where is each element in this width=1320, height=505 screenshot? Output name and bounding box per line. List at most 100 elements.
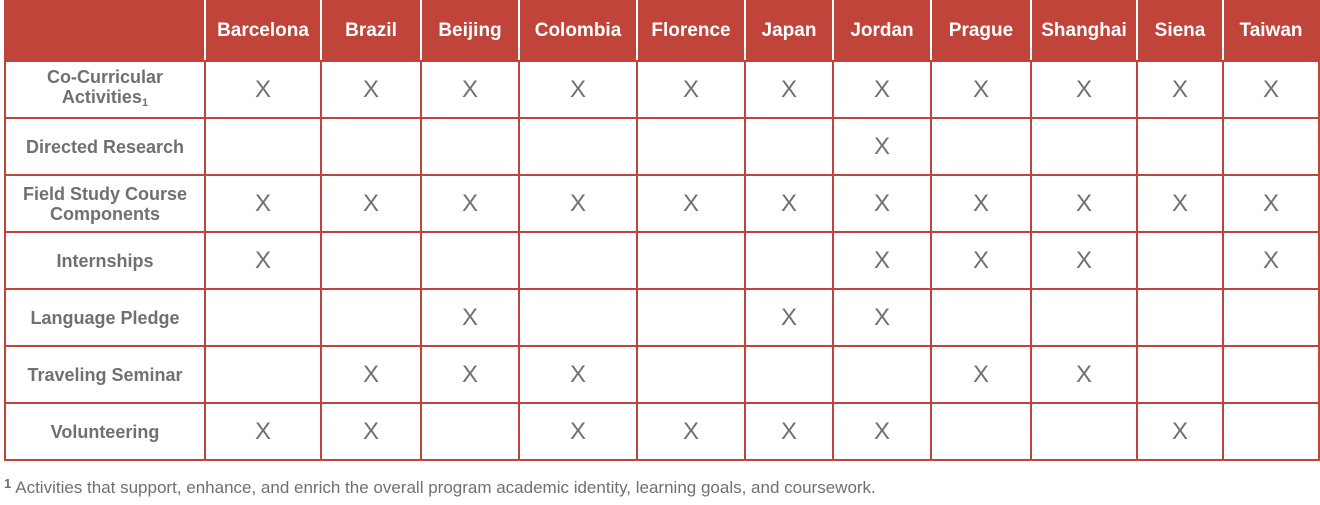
row-label-cell: Internships — [4, 231, 206, 290]
row-label-cell: Co-Curricular Activities1 — [4, 60, 206, 119]
row-label: Co-Curricular Activities — [46, 66, 163, 107]
column-header: Jordan — [832, 0, 932, 62]
activity-mark-cell — [1030, 288, 1138, 347]
activity-mark-cell — [518, 117, 638, 176]
activity-mark-cell — [518, 288, 638, 347]
activity-mark-cell: X — [744, 288, 834, 347]
activity-mark-cell — [1222, 402, 1320, 461]
activity-mark-cell — [930, 288, 1032, 347]
activity-mark-cell — [1222, 345, 1320, 404]
row-label: Language Pledge — [30, 307, 180, 328]
program-activities-table-wrapper: Barcelona Brazil Beijing Colombia Florence Ja… — [4, 0, 1320, 461]
activity-mark-cell — [636, 288, 746, 347]
activity-mark-cell: X — [518, 345, 638, 404]
activity-mark-cell: X — [930, 60, 1032, 119]
activity-mark-cell: X — [636, 60, 746, 119]
table-row: Field Study Course Components X X X X X X X X X X X — [4, 174, 1320, 233]
activity-mark-cell: X — [1136, 60, 1224, 119]
table-row: Co-Curricular Activities1 X X X X X X X X X X X — [4, 60, 1320, 119]
activity-mark-cell: X — [204, 174, 322, 233]
column-header: Beijing — [420, 0, 520, 62]
activity-mark-cell: X — [518, 174, 638, 233]
activity-mark-cell — [420, 117, 520, 176]
activity-mark-cell: X — [1136, 174, 1224, 233]
activity-mark-cell — [744, 345, 834, 404]
activity-mark-cell: X — [320, 402, 422, 461]
column-header: Shanghai — [1030, 0, 1138, 62]
activity-mark-cell — [420, 231, 520, 290]
activity-mark-cell: X — [744, 402, 834, 461]
row-label: Traveling Seminar — [27, 364, 183, 385]
row-label-cell: Field Study Course Components — [4, 174, 206, 233]
activity-mark-cell: X — [420, 288, 520, 347]
activity-mark-cell — [636, 117, 746, 176]
activity-mark-cell: X — [1030, 345, 1138, 404]
activity-mark-cell: X — [1030, 60, 1138, 119]
activity-mark-cell — [744, 231, 834, 290]
row-label: Directed Research — [25, 136, 185, 157]
column-header: Prague — [930, 0, 1032, 62]
activity-mark-cell: X — [930, 345, 1032, 404]
footnote: 1 Activities that support, enhance, and e… — [4, 476, 876, 498]
row-label: Internships — [56, 250, 154, 271]
activity-mark-cell — [930, 402, 1032, 461]
column-header: Brazil — [320, 0, 422, 62]
row-label-cell: Volunteering — [4, 402, 206, 461]
activity-mark-cell: X — [636, 174, 746, 233]
header-corner-cell — [4, 0, 206, 62]
activity-mark-cell — [1222, 288, 1320, 347]
activity-mark-cell: X — [204, 231, 322, 290]
header-row: Barcelona Brazil Beijing Colombia Florence Ja… — [4, 0, 1320, 62]
column-header: Florence — [636, 0, 746, 62]
activity-mark-cell: X — [320, 174, 422, 233]
activity-mark-cell — [1030, 402, 1138, 461]
activity-mark-cell: X — [832, 402, 932, 461]
table-body: Co-Curricular Activities1 X X X X X X X X X X X Dire… — [4, 60, 1320, 461]
activity-mark-cell — [518, 231, 638, 290]
table-row: Language Pledge X X X — [4, 288, 1320, 347]
activity-mark-cell: X — [832, 60, 932, 119]
activity-mark-cell: X — [930, 174, 1032, 233]
activity-mark-cell — [1030, 117, 1138, 176]
activity-mark-cell: X — [1030, 231, 1138, 290]
footnote-ref: 1 — [141, 96, 149, 109]
row-label-cell: Directed Research — [4, 117, 206, 176]
activity-mark-cell: X — [832, 117, 932, 176]
activity-mark-cell: X — [636, 402, 746, 461]
activity-mark-cell: X — [1222, 231, 1320, 290]
column-header: Siena — [1136, 0, 1224, 62]
activity-mark-cell: X — [1136, 402, 1224, 461]
activity-mark-cell — [832, 345, 932, 404]
activity-mark-cell: X — [930, 231, 1032, 290]
activity-mark-cell: X — [832, 288, 932, 347]
activity-mark-cell: X — [744, 174, 834, 233]
activity-mark-cell — [1136, 117, 1224, 176]
column-header: Colombia — [518, 0, 638, 62]
activity-mark-cell — [1136, 345, 1224, 404]
program-activities-table: Barcelona Brazil Beijing Colombia Florence Ja… — [4, 0, 1320, 461]
activity-mark-cell — [320, 117, 422, 176]
activity-mark-cell — [636, 231, 746, 290]
activity-mark-cell — [1222, 117, 1320, 176]
activity-mark-cell: X — [744, 60, 834, 119]
activity-mark-cell: X — [420, 60, 520, 119]
column-header: Taiwan — [1222, 0, 1320, 62]
activity-mark-cell: X — [518, 402, 638, 461]
activity-mark-cell: X — [420, 345, 520, 404]
activity-mark-cell — [204, 117, 322, 176]
activity-mark-cell: X — [832, 174, 932, 233]
activity-mark-cell — [930, 117, 1032, 176]
activity-mark-cell — [1136, 288, 1224, 347]
row-label-cell: Language Pledge — [4, 288, 206, 347]
activity-mark-cell: X — [832, 231, 932, 290]
activity-mark-cell: X — [320, 60, 422, 119]
row-label: Field Study Course Components — [22, 183, 188, 224]
activity-mark-cell — [636, 345, 746, 404]
table-row: Directed Research X — [4, 117, 1320, 176]
activity-mark-cell — [744, 117, 834, 176]
activity-mark-cell: X — [1222, 60, 1320, 119]
activity-mark-cell: X — [420, 174, 520, 233]
activity-mark-cell — [1136, 231, 1224, 290]
row-label: Volunteering — [50, 421, 160, 442]
row-label-cell: Traveling Seminar — [4, 345, 206, 404]
